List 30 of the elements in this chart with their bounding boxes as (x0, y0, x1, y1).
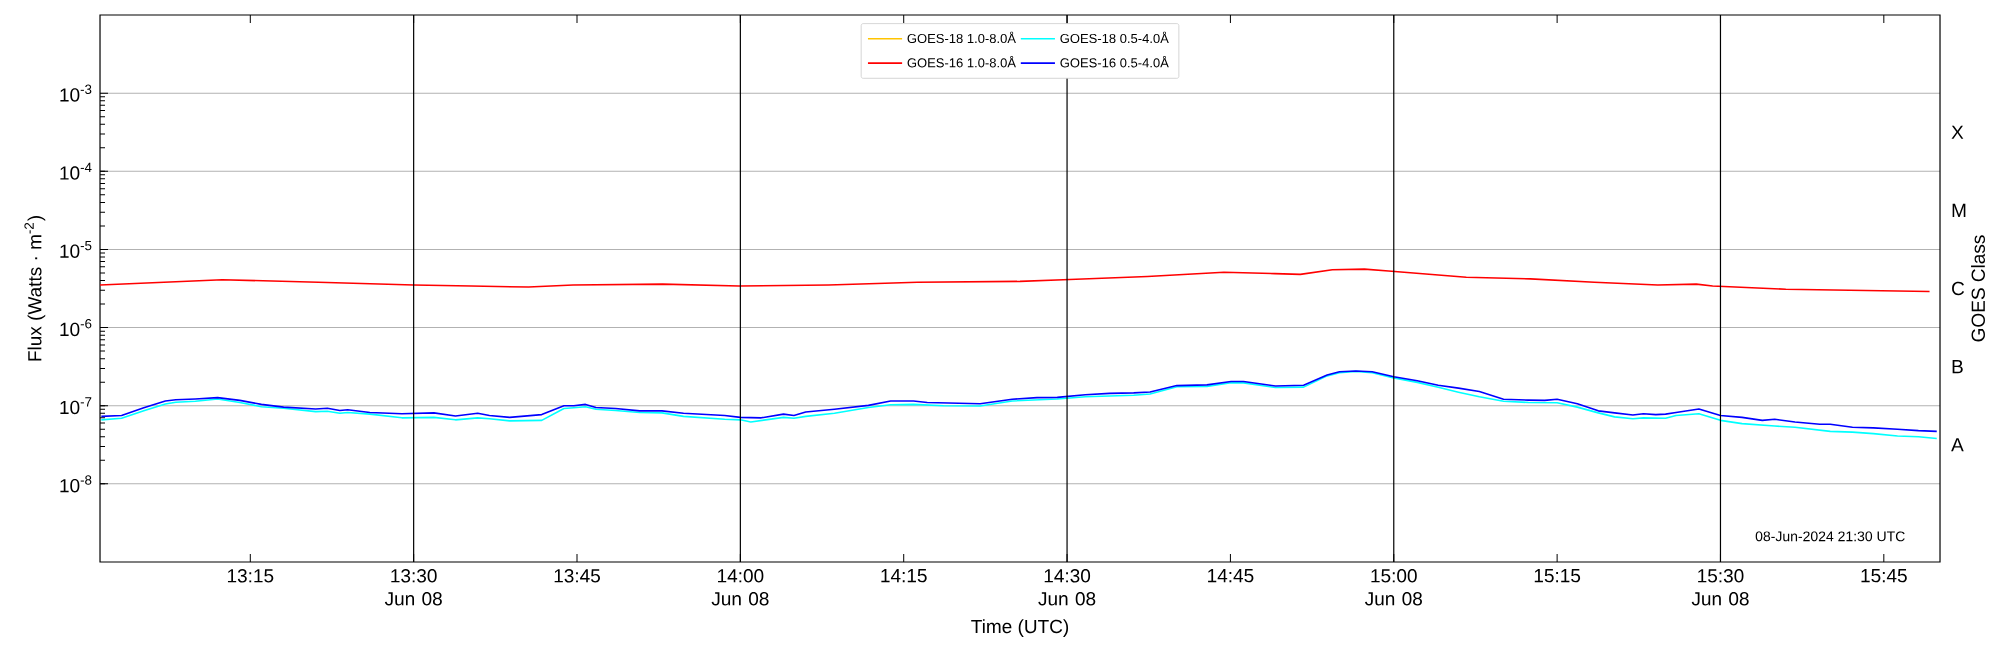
y2-axis-title: GOES Class (1971, 235, 1985, 342)
x-tick-label: 13:45 (554, 569, 600, 583)
y-tick-label: 10$^{-4}$ (60, 162, 92, 180)
text: C (1952, 281, 1965, 296)
y-tick-label: 10$^{-6}$ (60, 319, 92, 337)
text: X (1951, 125, 1964, 139)
y-tick-label: 10$^{-5}$ (60, 240, 92, 258)
y-tick-label: 10$^{-8}$ (60, 475, 92, 493)
y-axis-title: Flux (Watts · m$^{-2}$) (24, 216, 46, 361)
y-tick-label: 10$^{-7}$ (60, 397, 92, 415)
x-tick-label: 15:15 (1534, 569, 1581, 583)
x-tick-label: 13:15 (227, 569, 274, 583)
x-tick-label: 14:15 (881, 569, 927, 583)
annotation: 08-Jun-2024 21:30 UTC (1755, 531, 1905, 542)
x-tick-label: 14:30 Jun 08 (1038, 569, 1096, 606)
x-tick-label: 15:00 Jun 08 (1365, 569, 1422, 606)
legend-label: GOES-18 0.5-4.0Å (1060, 31, 1169, 44)
x-tick-label: 13:30 Jun 08 (384, 569, 442, 606)
x-tick-label: 15:30 Jun 08 (1691, 569, 1749, 606)
legend-label: GOES-18 1.0-8.0Å (907, 31, 1016, 44)
x-tick-label: 14:00 Jun 08 (711, 569, 769, 606)
legend-label: GOES-16 1.0-8.0Å (907, 55, 1016, 68)
x-axis-title: Time (UTC) (971, 619, 1069, 637)
text: M (1952, 203, 1966, 217)
x-tick-label: 15:45 (1861, 569, 1907, 583)
y-tick-label: 10$^{-3}$ (60, 84, 92, 102)
text: B (1952, 360, 1963, 374)
legend-label: GOES-16 0.5-4.0Å (1060, 55, 1169, 68)
x-tick-label: 14:45 (1208, 569, 1254, 583)
text: A (1951, 438, 1964, 452)
